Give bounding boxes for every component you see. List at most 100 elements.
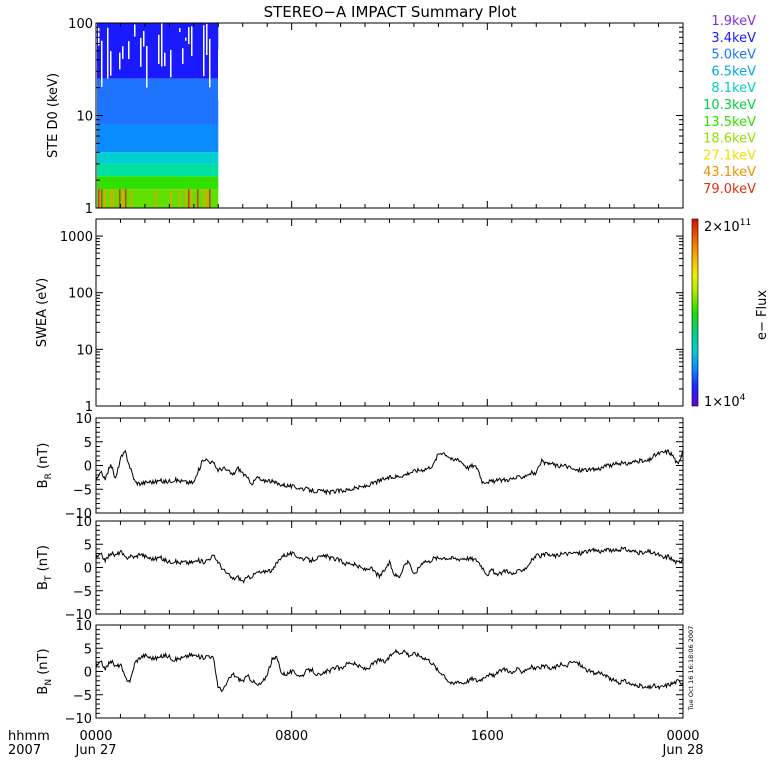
ste-high-energy-streak — [101, 189, 103, 208]
generation-timestamp: Tue Oct 16 16:18:06 2007 — [687, 626, 695, 712]
x-tick-label: 1600 — [471, 729, 504, 744]
ste-high-energy-streak — [179, 189, 181, 208]
y-tick-label: 100 — [68, 17, 93, 32]
y-tick-label: 1 — [85, 202, 93, 217]
legend-entry: 6.5keV — [711, 64, 756, 79]
legend-entry: 3.4keV — [711, 31, 756, 46]
ste-high-energy-streak — [119, 189, 121, 208]
label-unit: (nT) — [36, 545, 51, 575]
bn-y-axis-label: BN (nT) — [36, 648, 54, 694]
ste-high-energy-streak — [188, 189, 190, 208]
ste-high-energy-streak — [122, 189, 124, 208]
y-tick-label: 10 — [75, 515, 92, 530]
label-subscript: R — [44, 473, 54, 479]
ste-band — [97, 78, 219, 125]
ste-high-energy-streak — [131, 189, 133, 208]
ste-high-energy-streak — [98, 189, 100, 208]
y-tick-label: 10 — [76, 110, 93, 125]
y-tick-label: −5 — [73, 483, 92, 498]
bt-panel-frame — [95, 520, 684, 615]
ste-gap-streak — [146, 45, 148, 88]
br-y-axis: 10 5 0 −5 −10 — [65, 412, 683, 522]
x-tick-label: 0800 — [275, 729, 308, 744]
y-tick-label: −5 — [73, 689, 92, 704]
ste-high-energy-streak — [155, 189, 157, 208]
plot-title: STEREO−A IMPACT Summary Plot — [264, 3, 517, 21]
ste-gap-streak — [191, 26, 193, 57]
label-main: B — [36, 686, 51, 695]
ste-gap-streak — [182, 48, 184, 64]
legend-entry: 79.0keV — [703, 182, 756, 197]
br-x-ticks — [95, 418, 684, 513]
y-tick-label: 10 — [75, 412, 92, 427]
ste-y-axis: 100 10 1 — [68, 17, 683, 217]
ste-high-energy-streak — [197, 189, 199, 208]
colorbar-strip — [691, 218, 699, 407]
label-unit: (nT) — [36, 648, 51, 678]
swea-x-ticks — [95, 219, 684, 406]
bt-y-axis-label: BT (nT) — [36, 545, 54, 590]
ste-gap-streak — [119, 52, 121, 70]
ste-gap-streak — [107, 27, 109, 79]
legend-entry: 1.9keV — [711, 14, 756, 29]
y-tick-label: 10 — [76, 343, 93, 358]
x-tick-label: 0000 — [666, 729, 699, 744]
br-y-axis-label: BR (nT) — [36, 443, 54, 489]
swea-y-axis: 1000 100 10 1 — [60, 218, 683, 415]
y-tick-label: 100 — [68, 287, 93, 302]
ste-gap-streak — [185, 37, 187, 41]
legend-entry: 27.1keV — [703, 148, 756, 163]
y-tick-label: 1 — [85, 400, 93, 415]
ste-gap-streak — [164, 52, 166, 67]
ste-high-energy-streak — [110, 189, 112, 208]
ste-high-energy-streak — [113, 189, 115, 208]
ste-band — [97, 163, 219, 177]
label-main: B — [36, 581, 51, 590]
ste-gap-streak — [98, 26, 100, 46]
y-tick-label: 5 — [84, 436, 92, 451]
ste-high-energy-streak — [209, 189, 211, 208]
ste-x-ticks — [95, 23, 684, 208]
label-main: B — [36, 479, 51, 488]
ste-gap-streak — [122, 46, 124, 59]
legend-entry: 43.1keV — [703, 165, 756, 180]
x-tick-label: 0000 — [79, 729, 112, 744]
ste-high-energy-streak — [191, 189, 193, 208]
bt-x-ticks — [95, 521, 684, 614]
swea-colorbar: 2×1011 1×104 e− Flux — [691, 218, 770, 410]
ste-gap-streak — [218, 49, 220, 101]
colorbar-min-label: 1×104 — [704, 393, 746, 410]
colorbar-min-exponent: 4 — [740, 393, 746, 403]
y-tick-label: 1000 — [60, 230, 93, 245]
ste-gap-streak — [110, 51, 112, 76]
y-tick-label: −10 — [65, 507, 92, 522]
y-tick-label: 5 — [84, 642, 92, 657]
legend-entry: 8.1keV — [711, 81, 756, 96]
ste-gap-streak — [161, 23, 163, 67]
ste-high-energy-streak — [125, 189, 127, 208]
bn-trace — [95, 648, 684, 693]
ste-high-energy-streak — [104, 189, 106, 208]
y-tick-label: 0 — [84, 460, 92, 475]
y-tick-label: −10 — [65, 712, 92, 727]
ste-gap-streak — [170, 49, 172, 78]
ste-gap-streak — [209, 38, 211, 88]
legend-entry: 5.0keV — [711, 48, 756, 63]
ste-gap-streak — [134, 24, 136, 37]
ste-band — [97, 152, 219, 164]
y-tick-label: 0 — [84, 562, 92, 577]
colorbar-title: e− Flux — [755, 290, 770, 340]
ste-high-energy-streak — [206, 189, 208, 208]
br-trace — [95, 448, 684, 496]
legend-entry: 18.6keV — [703, 132, 756, 147]
colorbar-max-label: 2×1011 — [704, 218, 751, 235]
x-axis-hhmm-label: hhmm — [8, 729, 50, 744]
y-tick-label: −10 — [65, 608, 92, 623]
ste-gap-streak — [179, 28, 181, 33]
ste-y-axis-label: STE D0 (keV) — [46, 73, 61, 158]
ste-gap-streak — [188, 27, 190, 45]
legend-entry: 13.5keV — [703, 115, 756, 130]
ste-gap-streak — [143, 30, 145, 47]
